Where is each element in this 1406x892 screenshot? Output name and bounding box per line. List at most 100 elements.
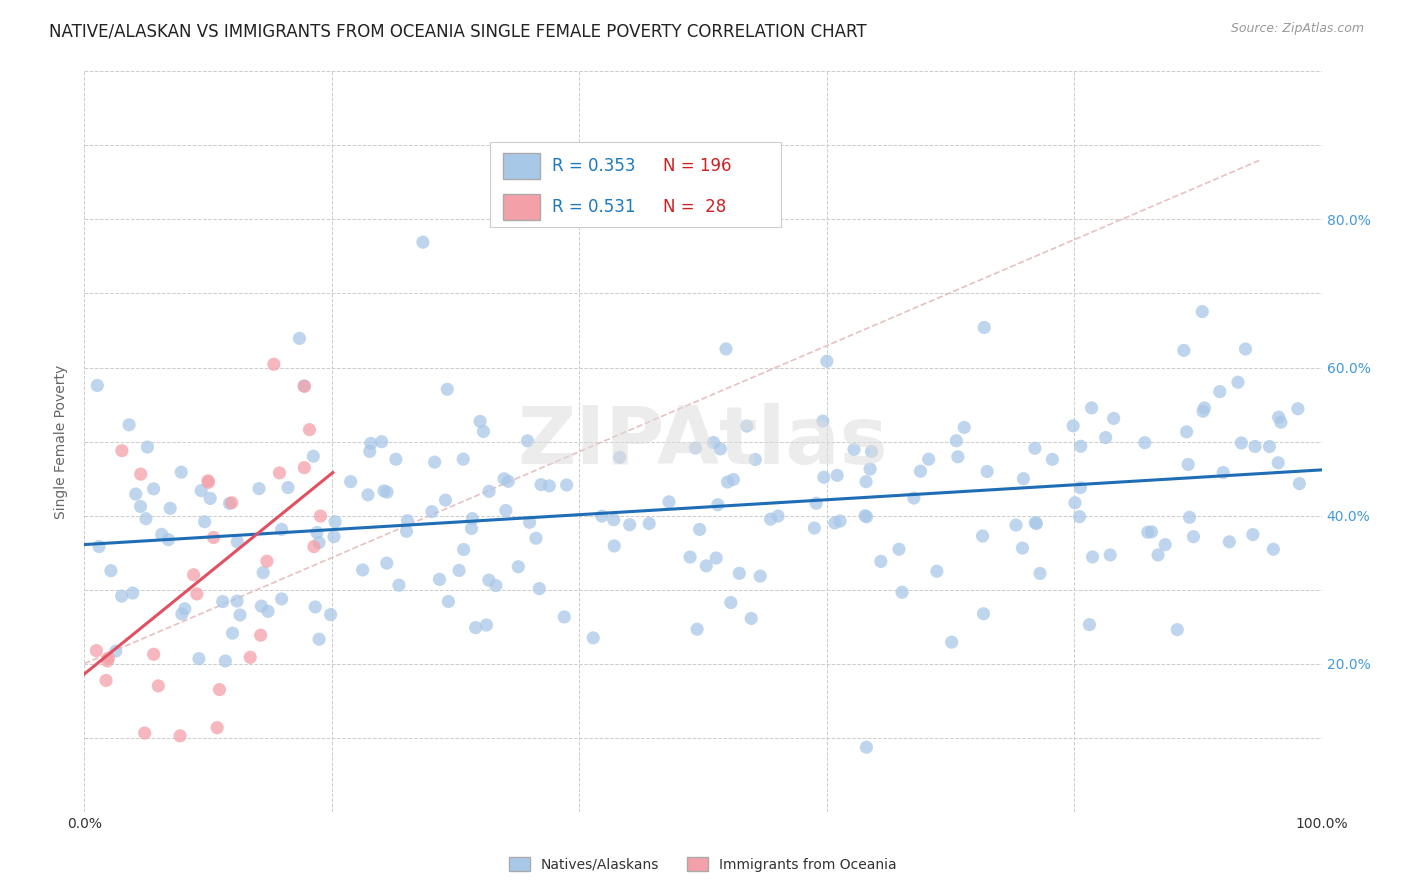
Point (495, 503, 517, 517)
Point (945, 434, 967, 448)
Point (308, 535, 330, 549)
Point (638, 516, 661, 531)
Text: Source: ZipAtlas.com: Source: ZipAtlas.com (1230, 22, 1364, 36)
Point (825, 468, 848, 483)
Point (714, 342, 737, 356)
Point (302, 540, 325, 554)
Point (1140, 524, 1163, 539)
Point (973, 607, 995, 621)
Point (603, 539, 626, 553)
Point (1194, 401, 1216, 415)
Point (1166, 623, 1188, 637)
Point (194, 515, 217, 529)
Point (298, 423, 321, 437)
Point (1177, 458, 1199, 472)
Point (121, 586, 143, 600)
Point (373, 483, 395, 498)
Point (1218, 534, 1240, 549)
Point (183, 567, 205, 582)
Point (1244, 440, 1267, 454)
Point (197, 475, 219, 490)
Point (129, 500, 152, 514)
Point (735, 419, 758, 434)
Point (555, 478, 578, 492)
Point (309, 509, 332, 524)
FancyBboxPatch shape (502, 194, 540, 220)
Point (87, 540, 110, 554)
Point (538, 479, 561, 493)
Point (1212, 466, 1234, 480)
Point (891, 585, 914, 599)
Point (553, 610, 575, 624)
Point (530, 477, 553, 491)
Point (97, 651, 120, 665)
Point (498, 475, 520, 489)
Point (1136, 525, 1159, 540)
Point (423, 455, 446, 469)
Point (946, 450, 969, 464)
Text: ZIPAtlas: ZIPAtlas (517, 402, 889, 481)
Point (449, 564, 471, 578)
Point (1175, 425, 1198, 439)
Point (468, 414, 491, 428)
Point (136, 440, 159, 454)
Point (679, 549, 702, 564)
Point (813, 470, 835, 484)
Point (1154, 538, 1177, 552)
Point (134, 726, 156, 740)
Point (375, 556, 398, 570)
Point (1209, 384, 1232, 399)
Text: N = 196: N = 196 (664, 158, 733, 176)
Point (100, 564, 122, 578)
Point (169, 729, 191, 743)
Point (269, 466, 291, 480)
Point (197, 474, 219, 488)
Point (1178, 510, 1201, 524)
Point (226, 594, 249, 608)
Point (824, 516, 846, 530)
Point (1182, 530, 1205, 544)
Point (1191, 304, 1213, 318)
Point (516, 434, 538, 448)
Point (118, 417, 141, 432)
Point (1005, 518, 1028, 533)
Point (208, 682, 231, 697)
Point (853, 508, 876, 523)
Point (270, 522, 292, 536)
Point (591, 509, 613, 524)
Text: NATIVE/ALASKAN VS IMMIGRANTS FROM OCEANIA SINGLE FEMALE POVERTY CORRELATION CHAR: NATIVE/ALASKAN VS IMMIGRANTS FROM OCEANI… (49, 22, 868, 40)
Point (869, 554, 891, 568)
Point (249, 628, 271, 642)
Point (953, 420, 976, 434)
Point (263, 357, 285, 371)
Point (292, 460, 315, 475)
Point (859, 462, 882, 476)
Point (860, 444, 883, 458)
Point (1230, 436, 1253, 450)
Point (360, 436, 382, 450)
Point (86, 643, 108, 657)
Point (707, 498, 730, 512)
Point (221, 626, 243, 640)
Legend: Natives/Alaskans, Immigrants from Oceania: Natives/Alaskans, Immigrants from Oceani… (502, 850, 904, 879)
Point (86, 378, 108, 392)
Point (766, 509, 789, 524)
Point (1024, 516, 1046, 530)
Point (720, 596, 742, 610)
Text: N =  28: N = 28 (664, 198, 727, 217)
Point (709, 442, 731, 456)
Point (96, 654, 118, 668)
Point (472, 425, 495, 439)
Point (218, 496, 240, 510)
Point (170, 607, 193, 621)
Point (339, 475, 361, 489)
Point (111, 589, 134, 603)
Point (229, 607, 252, 622)
Point (519, 516, 541, 530)
Point (412, 235, 434, 250)
Point (1012, 472, 1035, 486)
Text: R = 0.353: R = 0.353 (553, 158, 636, 176)
Point (370, 434, 392, 449)
Point (842, 442, 865, 457)
Point (689, 523, 711, 537)
